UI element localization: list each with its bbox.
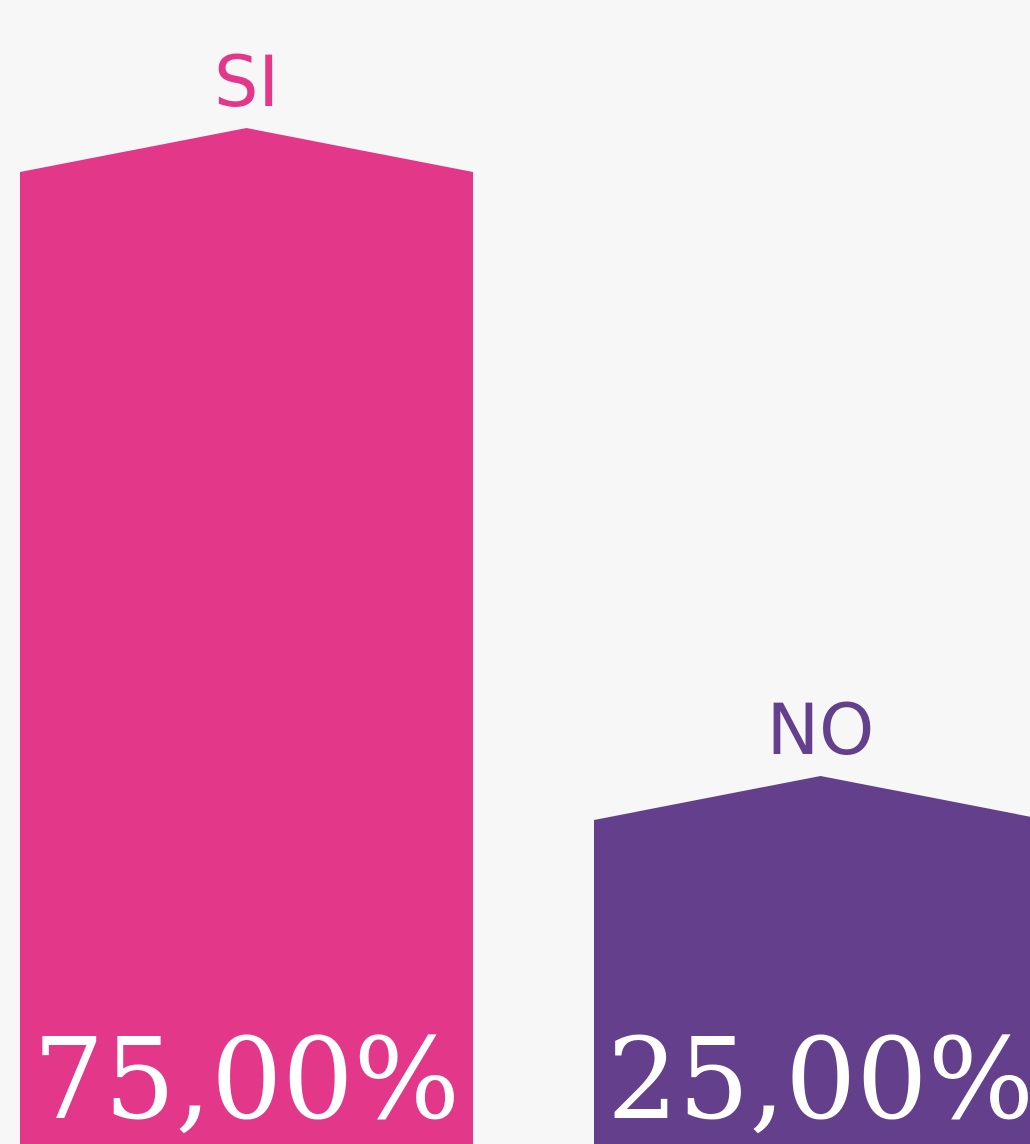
bar xyxy=(20,128,473,1144)
value-label: 75,00% xyxy=(33,1015,460,1144)
bar xyxy=(594,776,1030,1144)
value-label: 25,00% xyxy=(607,1015,1030,1144)
category-label: NO xyxy=(767,689,874,771)
category-label: SI xyxy=(214,41,279,123)
